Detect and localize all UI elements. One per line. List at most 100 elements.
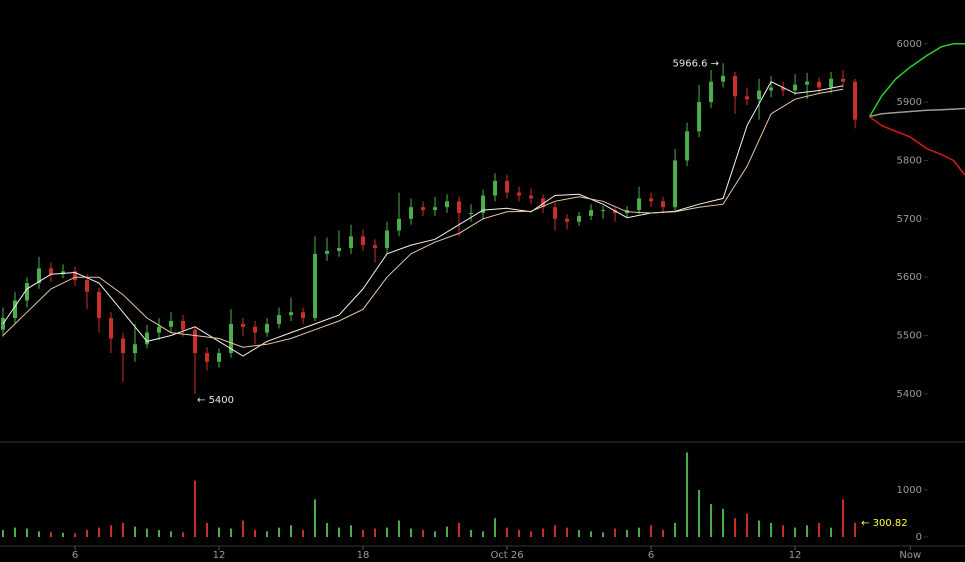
candle-body: [217, 353, 222, 362]
y-tick-label: 6000: [897, 39, 922, 50]
candle-body: [37, 268, 42, 284]
candle-body: [481, 195, 486, 213]
volume-bar: [614, 528, 617, 538]
volume-bar: [758, 520, 761, 538]
candle-body: [565, 218, 570, 222]
volume-bar: [434, 531, 437, 538]
volume-bar: [746, 513, 749, 538]
volume-bar: [698, 490, 701, 538]
y-tick-label: 5900: [897, 97, 922, 108]
volume-bar: [506, 527, 509, 538]
volume-bar: [398, 520, 401, 538]
volume-bar: [182, 532, 185, 538]
line-series: [869, 116, 965, 176]
y-tick-label: 5600: [897, 272, 922, 283]
volume-bar: [410, 528, 413, 538]
candle-body: [385, 230, 390, 249]
volume-tick-label: 1000: [897, 485, 922, 496]
candle-body: [733, 75, 738, 97]
candle-body: [697, 102, 702, 132]
x-tick-label: 12: [789, 550, 802, 561]
volume-bar: [710, 504, 713, 538]
candle-body: [121, 338, 126, 354]
candle-body: [109, 318, 114, 339]
candle-body: [721, 75, 726, 82]
candle-body: [373, 245, 378, 249]
volume-bar: [386, 527, 389, 538]
volume-bar: [482, 531, 485, 538]
volume-bar: [842, 499, 845, 538]
volume-bar: [794, 527, 797, 538]
candle-body: [289, 312, 294, 316]
x-tick-label: 6: [648, 550, 654, 561]
volume-bar: [446, 526, 449, 538]
volume-bar: [14, 527, 17, 538]
candle-body: [817, 81, 822, 88]
volume-bar: [686, 452, 689, 538]
y-tick-label: 5800: [897, 155, 922, 166]
candle-body: [397, 218, 402, 231]
candle-body: [229, 323, 234, 354]
candle-body: [457, 201, 462, 213]
line-series: [869, 107, 965, 118]
volume-bar: [566, 527, 569, 538]
candle-body: [181, 320, 186, 330]
volume-bar: [734, 518, 737, 538]
volume-bar: [74, 533, 77, 538]
volume-bar: [638, 527, 641, 538]
candle-body: [361, 236, 366, 246]
volume-bar: [170, 531, 173, 538]
x-tick-label: 6: [72, 550, 78, 561]
candle-body: [433, 207, 438, 211]
x-tick-label: 18: [357, 550, 370, 561]
line-series: [2, 88, 844, 348]
volume-bar: [350, 525, 353, 538]
volume-bar: [470, 529, 473, 538]
candle-body: [157, 326, 162, 333]
volume-bar: [518, 529, 521, 538]
volume-bar: [230, 528, 233, 538]
candle-body: [649, 198, 654, 202]
volume-bar: [590, 531, 593, 538]
candle-body: [133, 344, 138, 354]
volume-bar: [782, 525, 785, 538]
volume-bar: [146, 528, 149, 538]
volume-bar: [674, 522, 677, 538]
volume-bar: [722, 508, 725, 538]
volume-bar: [314, 499, 317, 538]
candle-body: [241, 323, 246, 327]
volume-bar: [158, 529, 161, 538]
x-tick-label: Oct 26: [490, 550, 523, 561]
candle-body: [421, 207, 426, 211]
candle-body: [781, 87, 786, 91]
candle-body: [13, 300, 18, 319]
volume-bar: [266, 531, 269, 538]
candle-body: [193, 329, 198, 354]
candle-body: [577, 215, 582, 222]
volume-bar: [326, 522, 329, 538]
candle-body: [73, 271, 78, 281]
candle-body: [805, 81, 810, 85]
line-series: [2, 81, 844, 357]
candle-body: [841, 78, 846, 82]
volume-bar: [86, 529, 89, 538]
volume-bar: [362, 529, 365, 538]
candle-body: [769, 87, 774, 91]
volume-bar: [770, 522, 773, 538]
x-tick-label: 12: [213, 550, 226, 561]
low-annotation: ← 5400: [197, 395, 234, 406]
volume-bar: [854, 522, 857, 538]
volume-bar: [38, 531, 41, 538]
volume-bar: [626, 529, 629, 538]
candle-body: [49, 268, 54, 275]
volume-bar: [290, 525, 293, 538]
volume-bar: [338, 527, 341, 538]
y-tick-label: 5700: [897, 214, 922, 225]
volume-bar: [26, 528, 29, 538]
volume-bar: [134, 526, 137, 538]
line-series: [868, 43, 965, 118]
candle-body: [445, 201, 450, 208]
candle-body: [25, 283, 30, 301]
candle-body: [169, 320, 174, 327]
volume-bar: [206, 522, 209, 538]
